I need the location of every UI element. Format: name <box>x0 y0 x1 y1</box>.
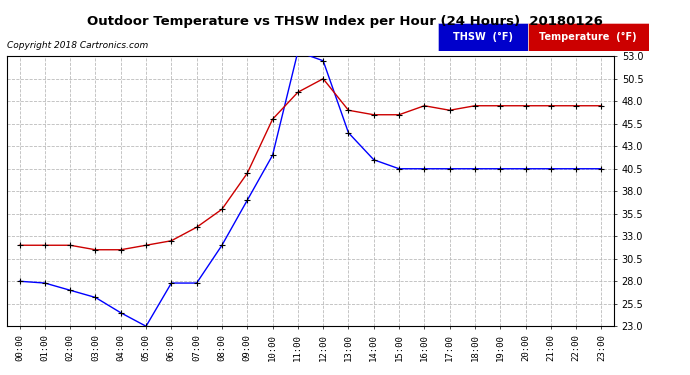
Text: Copyright 2018 Cartronics.com: Copyright 2018 Cartronics.com <box>7 41 148 50</box>
Text: Temperature  (°F): Temperature (°F) <box>540 32 637 42</box>
Text: THSW  (°F): THSW (°F) <box>453 32 513 42</box>
Text: Outdoor Temperature vs THSW Index per Hour (24 Hours)  20180126: Outdoor Temperature vs THSW Index per Ho… <box>87 15 603 28</box>
